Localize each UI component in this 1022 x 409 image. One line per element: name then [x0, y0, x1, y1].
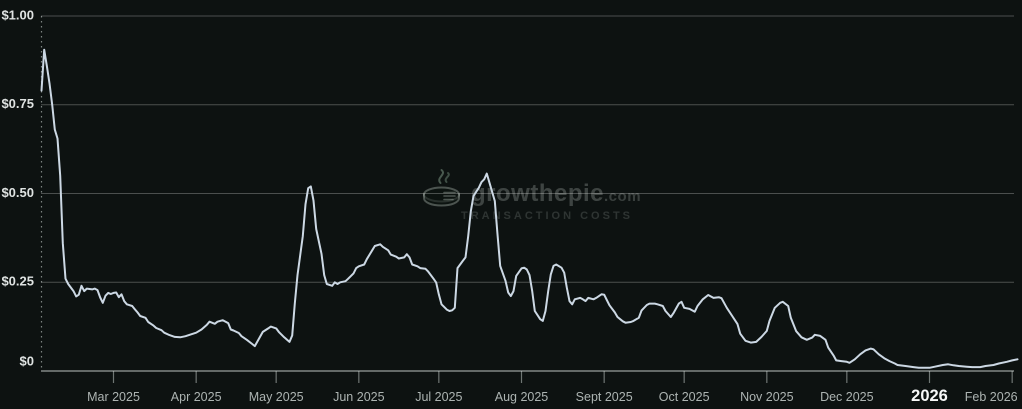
x-axis-tick-label: Apr 2025	[171, 390, 222, 404]
x-axis-tick-label: May 2025	[249, 390, 304, 404]
x-axis-tick-label: Mar 2025	[87, 390, 140, 404]
y-axis-tick-label: $0.25	[1, 274, 34, 289]
x-axis-tick-label: Jun 2025	[333, 390, 384, 404]
x-axis-tick-label: Feb 2026	[965, 390, 1018, 404]
x-axis-tick-label: Jul 2025	[415, 390, 462, 404]
x-axis-tick-label: Dec 2025	[820, 390, 874, 404]
x-axis-tick-label: Aug 2025	[495, 390, 549, 404]
x-axis-tick-label: Oct 2025	[659, 390, 710, 404]
x-axis-tick-label: Nov 2025	[740, 390, 794, 404]
x-axis-tick-label: 2026	[911, 387, 948, 405]
y-axis-tick-label: $0.50	[1, 185, 34, 200]
y-axis-tick-label: $0	[20, 353, 34, 368]
x-axis-tick-label: Sept 2025	[576, 390, 633, 404]
y-axis-tick-label: $0.75	[1, 96, 34, 111]
transaction-costs-series-line[interactable]	[40, 48, 1019, 369]
y-axis-tick-label: $1.00	[1, 7, 34, 22]
